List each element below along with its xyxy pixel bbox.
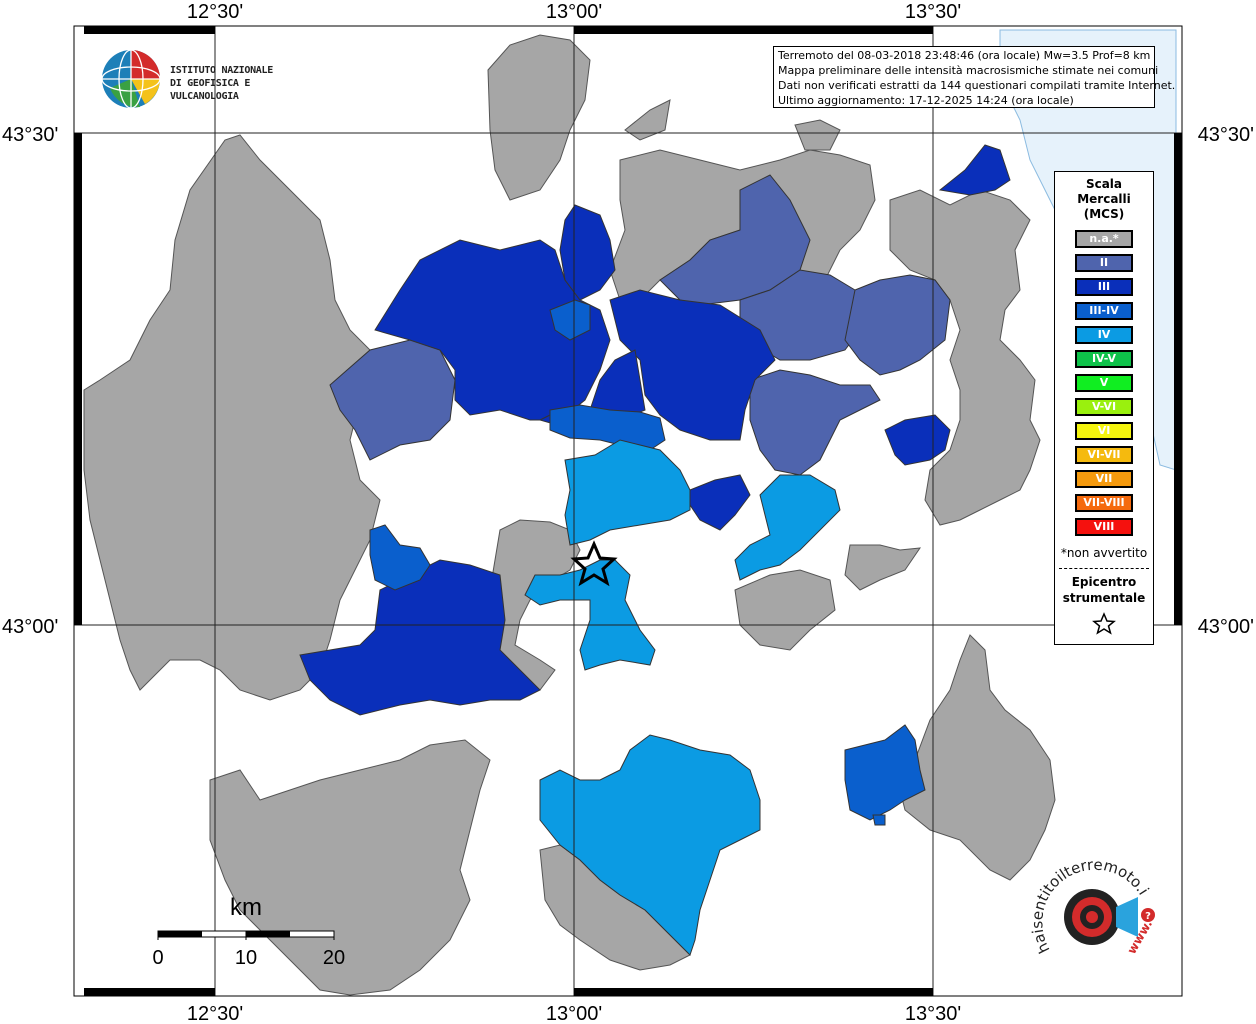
scale-label-10: 10 (235, 947, 257, 969)
legend-item: III-IV (1075, 302, 1133, 320)
municipalities-iii-iv (369, 299, 926, 826)
legend-epicenter-label: Epicentro strumentale (1055, 574, 1153, 606)
legend-item: V (1075, 374, 1133, 392)
logo-line1: ISTITUTO NAZIONALE (170, 65, 273, 76)
globe-icon (101, 49, 161, 109)
coord-bottom-1: 12°30' (187, 1003, 243, 1024)
legend-item: n.a.* (1075, 230, 1133, 248)
ingv-logo: ISTITUTO NAZIONALE DI GEOFISICA E VULCAN… (100, 48, 320, 110)
scale-bar: km 0 10 20 (150, 890, 350, 970)
mcs-legend: Scala Mercalli (MCS) n.a.* II III III-IV IV I… (1054, 171, 1154, 645)
epicenter-star-icon (570, 540, 618, 587)
scale-unit: km (230, 894, 262, 921)
hsi-logo: haisentitoilterremoto.it ? www. (1027, 841, 1170, 975)
scale-label-0: 0 (152, 947, 163, 969)
legend-title-line2: Mercalli (1077, 192, 1131, 206)
legend-title: Scala Mercalli (MCS) (1055, 177, 1153, 222)
legend-item: III (1075, 278, 1133, 296)
legend-title-line3: (MCS) (1083, 207, 1125, 221)
coord-left-2: 43°00' (2, 616, 58, 638)
legend-note: *non avvertito (1060, 546, 1148, 560)
legend-item: IV-V (1075, 350, 1133, 368)
legend-item: IV (1075, 326, 1133, 344)
map-frame (73, 25, 1183, 997)
legend-item: VII-VIII (1075, 494, 1133, 512)
event-info-box: Terremoto del 08-03-2018 23:48:46 (ora l… (773, 46, 1176, 108)
logo-line2: DI GEOFISICA E VULCANOLOGIA (170, 78, 251, 102)
graticule (74, 26, 1182, 996)
coord-right-2: 43°00' (1198, 616, 1254, 638)
legend-title-line1: Scala (1085, 177, 1123, 191)
coord-right-1: 43°30' (1198, 124, 1254, 146)
coord-bottom-2: 13°00' (546, 1003, 602, 1024)
legend-item: II (1075, 254, 1133, 272)
legend-epicenter-line1: Epicentro (1071, 575, 1137, 589)
municipalities-iv (524, 439, 841, 956)
coord-top-3: 13°30' (905, 1, 961, 23)
municipalities-iii (299, 144, 1011, 716)
legend-item: VIII (1075, 518, 1133, 536)
info-line2: Mappa preliminare delle intensità macros… (778, 64, 1159, 77)
legend-item: VI-VII (1075, 446, 1133, 464)
municipalities-ii (329, 174, 951, 476)
legend-star-icon (1092, 612, 1116, 635)
coord-left-1: 43°30' (2, 124, 58, 146)
info-line1: Terremoto del 08-03-2018 23:48:46 (ora l… (778, 49, 1151, 62)
legend-item: VII (1075, 470, 1133, 488)
legend-divider (1059, 568, 1149, 569)
coord-top-2: 13°00' (546, 1, 602, 23)
legend-item: VI (1075, 422, 1133, 440)
info-line4: Ultimo aggiornamento: 17-12-2025 14:24 (… (778, 94, 1074, 107)
scale-label-20: 20 (323, 947, 345, 969)
legend-item: V-VI (1075, 398, 1133, 416)
svg-text:?: ? (1145, 911, 1151, 922)
legend-epicenter-line2: strumentale (1062, 591, 1146, 605)
coord-top-1: 12°30' (187, 1, 243, 23)
info-line3: Dati non verificati estratti da 144 ques… (778, 79, 1176, 92)
coord-bottom-3: 13°30' (905, 1003, 961, 1024)
